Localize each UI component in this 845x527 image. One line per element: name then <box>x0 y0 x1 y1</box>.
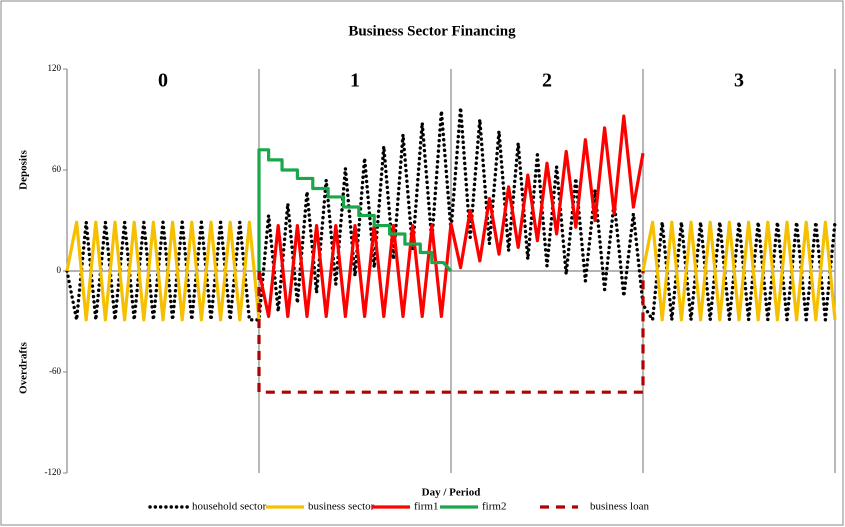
chart-title: Business Sector Financing <box>348 23 516 39</box>
y-tick-label: -60 <box>49 366 61 376</box>
legend-label: household sector <box>192 501 267 513</box>
series-line <box>257 271 645 394</box>
period-label: 1 <box>350 70 360 92</box>
y-tick-label: 60 <box>52 164 62 174</box>
series-line <box>257 114 645 319</box>
y-tick-label: 120 <box>48 63 62 73</box>
legend-label: business sector <box>308 501 375 513</box>
legend-label: firm1 <box>414 501 438 513</box>
period-label: 0 <box>158 70 168 92</box>
x-axis-label: Day / Period <box>422 487 481 499</box>
y-tick-label: 0 <box>57 265 62 275</box>
legend-label: firm2 <box>482 501 506 513</box>
series-line <box>257 148 453 273</box>
y-tick-label: -120 <box>45 467 62 477</box>
series-line <box>65 220 261 322</box>
y-axis-label-upper: Deposits <box>18 149 30 189</box>
y-axis-label-lower: Overdrafts <box>18 341 30 394</box>
legend-label: business loan <box>590 501 649 513</box>
period-label: 2 <box>542 70 552 92</box>
series-line <box>641 220 837 322</box>
period-label: 3 <box>734 70 744 92</box>
